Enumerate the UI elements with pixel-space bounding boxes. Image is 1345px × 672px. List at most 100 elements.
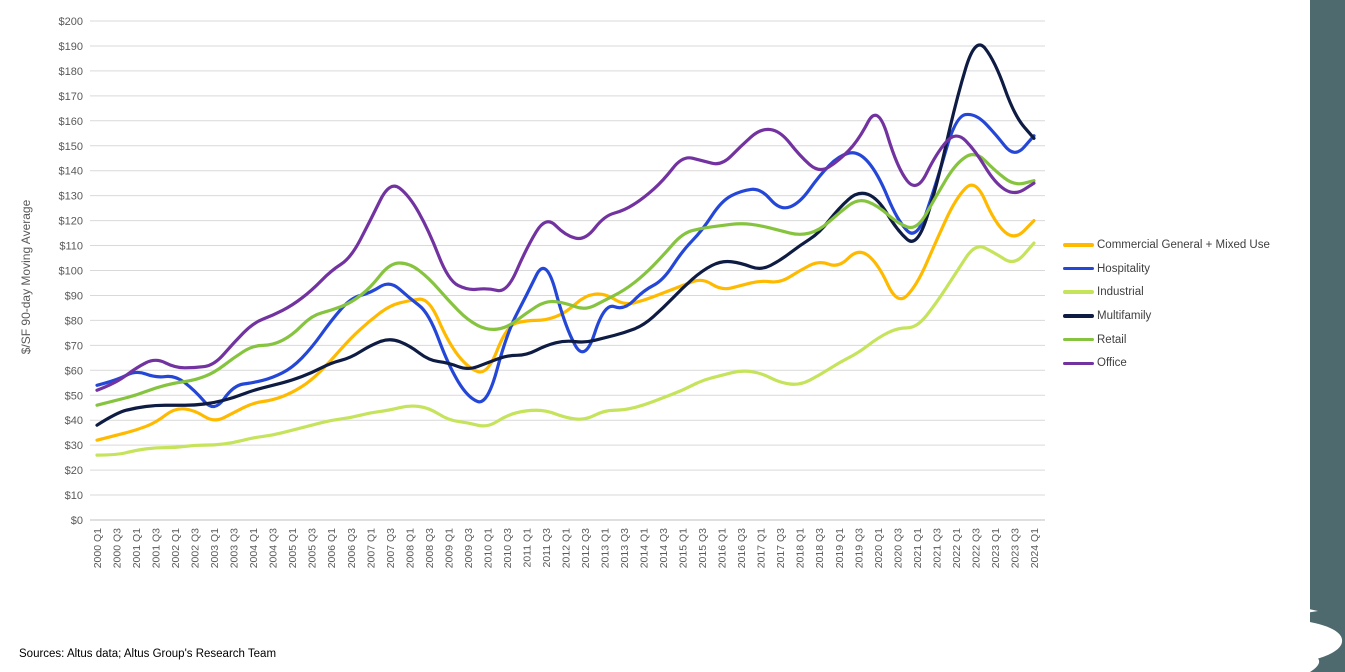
x-tick-label: 2004 Q3 — [268, 528, 280, 568]
x-tick-label: 2016 Q1 — [717, 528, 729, 568]
x-tick-label: 2011 Q3 — [541, 528, 553, 568]
x-tick-label: 2018 Q1 — [795, 528, 807, 568]
legend-item-multifamily: Multifamily — [1063, 304, 1270, 328]
y-tick-label: $190 — [59, 41, 83, 53]
x-tick-label: 2013 Q1 — [600, 528, 612, 568]
x-tick-label: 2022 Q1 — [951, 528, 963, 568]
x-tick-label: 2007 Q3 — [385, 528, 397, 568]
y-tick-label: $60 — [65, 365, 83, 377]
x-tick-label: 2014 Q3 — [658, 528, 670, 568]
x-tick-label: 2015 Q1 — [678, 528, 690, 568]
x-tick-label: 2008 Q3 — [424, 528, 436, 568]
x-tick-label: 2020 Q1 — [873, 528, 885, 568]
x-tick-label: 2014 Q1 — [639, 528, 651, 568]
y-tick-label: $30 — [65, 440, 83, 452]
x-tick-label: 2001 Q1 — [131, 528, 143, 568]
legend-label: Hospitality — [1097, 262, 1151, 275]
x-tick-label: 2005 Q3 — [307, 528, 319, 568]
y-tick-label: $170 — [59, 91, 83, 103]
series-line-industrial — [95, 241, 1036, 457]
x-tick-label: 2008 Q1 — [404, 528, 416, 568]
series-line-office — [95, 113, 1036, 392]
x-tick-label: 2006 Q3 — [346, 528, 358, 568]
x-tick-label: 2024 Q1 — [1029, 528, 1041, 568]
x-tick-label: 2009 Q3 — [463, 528, 475, 568]
legend-swatch-office — [1063, 361, 1094, 366]
x-tick-label: 2021 Q3 — [931, 528, 943, 568]
x-tick-label: 2003 Q1 — [209, 528, 221, 568]
legend-item-hospitality: Hospitality — [1063, 257, 1270, 281]
x-tick-label: 2003 Q3 — [229, 528, 241, 568]
legend-label: Office — [1097, 357, 1127, 370]
x-tick-label: 2021 Q1 — [912, 528, 924, 568]
series-line-multifamily — [95, 43, 1036, 427]
y-axis-title: $/SF 90-day Moving Average — [19, 199, 33, 355]
x-tick-label: 2010 Q1 — [482, 528, 494, 568]
altus-logo-partial — [1230, 600, 1343, 672]
x-tick-label: 2023 Q3 — [1009, 528, 1021, 568]
chart-legend: Commercial General + Mixed Use Hospitalit… — [1063, 233, 1270, 375]
y-tick-label: $90 — [65, 290, 83, 302]
y-tick-label: $0 — [71, 515, 83, 527]
x-tick-label: 2012 Q1 — [560, 528, 572, 568]
x-tick-label: 2019 Q1 — [834, 528, 846, 568]
y-tick-label: $10 — [65, 490, 83, 502]
y-tick-label: $100 — [59, 266, 83, 278]
x-tick-label: 2002 Q1 — [170, 528, 182, 568]
y-tick-label: $110 — [59, 241, 83, 253]
legend-swatch-industrial — [1063, 290, 1094, 294]
x-tick-label: 2005 Q1 — [287, 528, 299, 568]
y-tick-label: $120 — [59, 216, 83, 228]
legend-label: Retail — [1097, 333, 1127, 346]
x-tick-label: 2020 Q3 — [892, 528, 904, 568]
x-tick-label: 2010 Q3 — [502, 528, 514, 568]
y-tick-label: $20 — [65, 465, 83, 477]
series-line-hospitality — [95, 112, 1036, 409]
legend-swatch-multifamily — [1063, 314, 1094, 318]
x-tick-label: 2001 Q3 — [151, 528, 163, 568]
legend-swatch-retail — [1063, 337, 1094, 342]
x-tick-label: 2017 Q3 — [775, 528, 787, 568]
y-tick-label: $40 — [65, 415, 83, 427]
y-tick-label: $70 — [65, 340, 83, 352]
x-tick-label: 2016 Q3 — [736, 528, 748, 568]
x-tick-label: 2022 Q3 — [970, 528, 982, 568]
y-tick-label: $50 — [65, 390, 83, 402]
x-tick-label: 2002 Q3 — [190, 528, 202, 568]
teal-sidebar — [1310, 0, 1345, 672]
y-tick-label: $150 — [59, 141, 83, 153]
x-tick-label: 2018 Q3 — [814, 528, 826, 568]
legend-label: Multifamily — [1097, 309, 1152, 322]
legend-item-retail: Retail — [1063, 328, 1270, 352]
legend-item-industrial: Industrial — [1063, 280, 1270, 304]
y-tick-label: $160 — [59, 116, 83, 128]
y-tick-label: $200 — [59, 16, 83, 28]
legend-swatch-hospitality — [1063, 266, 1094, 271]
x-tick-label: 2000 Q1 — [92, 528, 104, 568]
legend-swatch-commercial-general-mixed-use — [1063, 243, 1094, 247]
source-note: Sources: Altus data; Altus Group's Resea… — [19, 648, 277, 660]
x-tick-label: 2023 Q1 — [990, 528, 1002, 568]
legend-label: Industrial — [1097, 286, 1144, 299]
x-tick-label: 2006 Q1 — [326, 528, 338, 568]
x-tick-label: 2015 Q3 — [697, 528, 709, 568]
x-tick-label: 2011 Q1 — [521, 528, 533, 568]
y-tick-label: $130 — [59, 191, 83, 203]
x-tick-label: 2009 Q1 — [443, 528, 455, 568]
x-tick-label: 2000 Q3 — [112, 528, 124, 568]
legend-item-office: Office — [1063, 351, 1270, 375]
legend-label: Commercial General + Mixed Use — [1097, 238, 1270, 251]
x-tick-label: 2004 Q1 — [248, 528, 260, 568]
y-tick-label: $80 — [65, 315, 83, 327]
x-tick-label: 2019 Q3 — [853, 528, 865, 568]
legend-item-commercial-general-mixed-use: Commercial General + Mixed Use — [1063, 233, 1270, 257]
x-tick-label: 2013 Q3 — [619, 528, 631, 568]
y-tick-label: $140 — [59, 166, 83, 178]
x-tick-label: 2017 Q1 — [756, 528, 768, 568]
series-line-retail — [95, 152, 1036, 407]
series-line-commercial-general-mixed-use — [95, 183, 1036, 442]
x-tick-label: 2007 Q1 — [365, 528, 377, 568]
y-tick-label: $180 — [59, 66, 83, 78]
